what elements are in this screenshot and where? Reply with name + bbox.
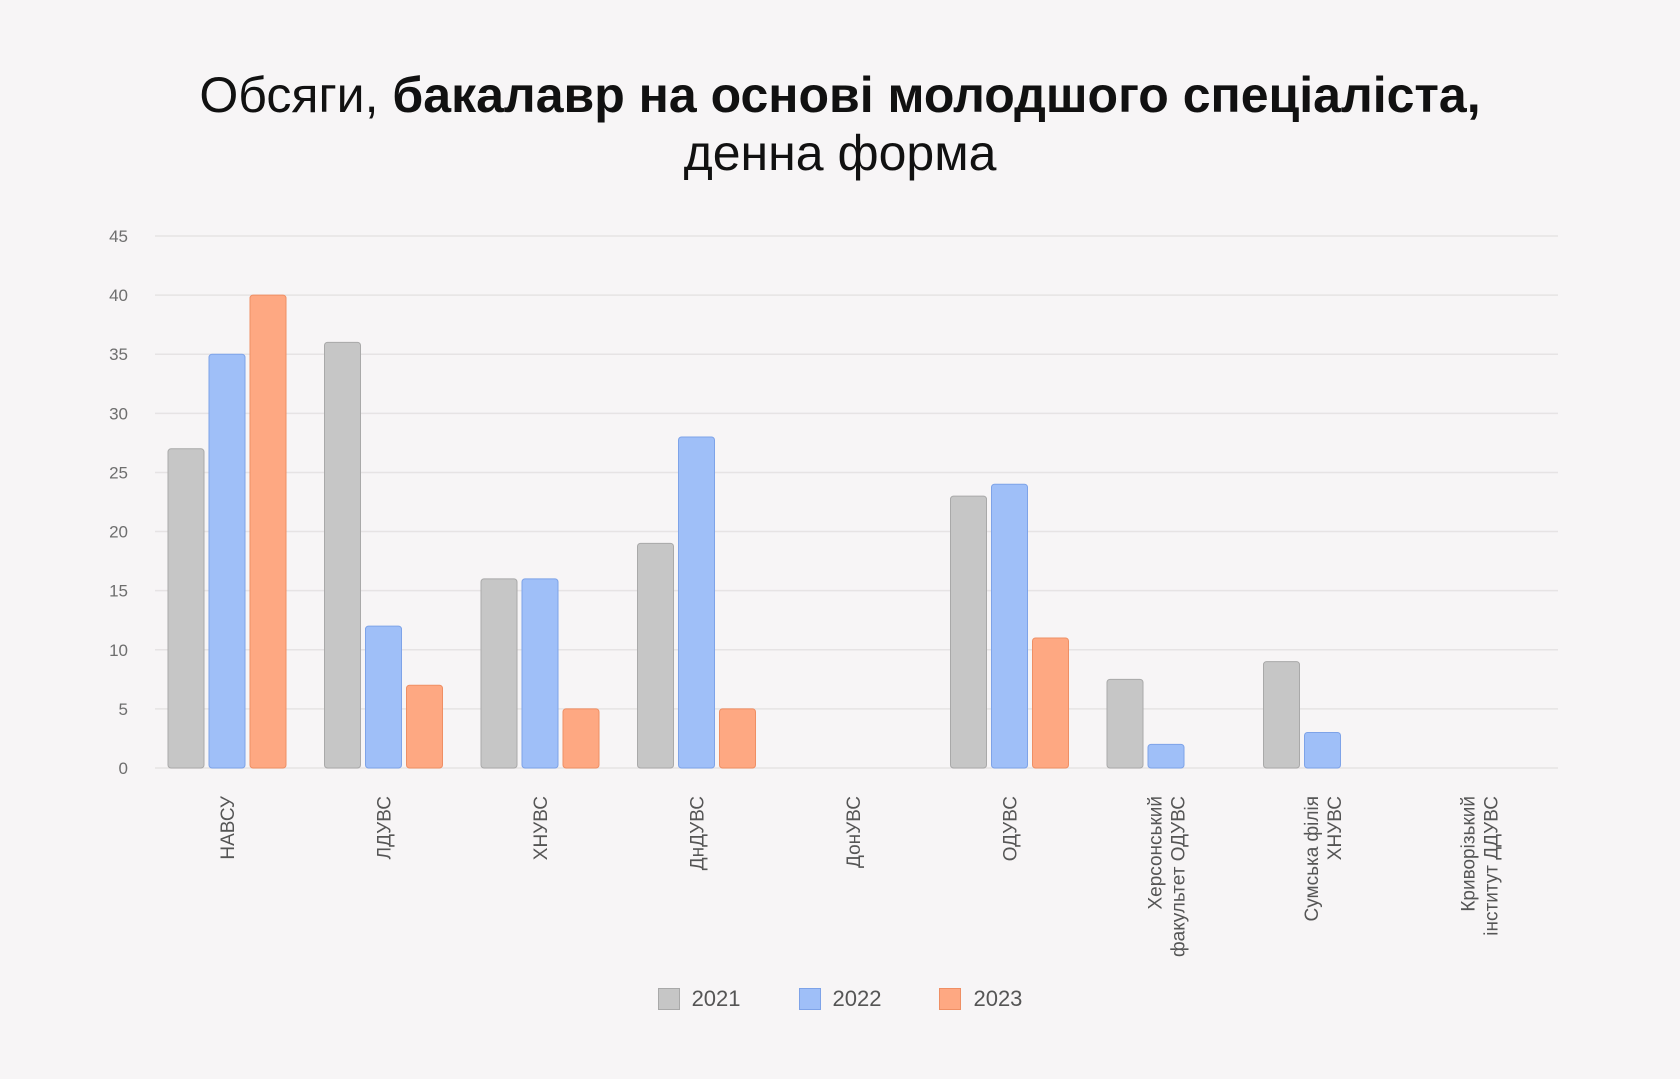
- bar-2023-3: [719, 708, 756, 769]
- x-category-label-line: ЛДУВС: [375, 796, 396, 859]
- y-tick-label: 15: [109, 582, 128, 601]
- y-tick-label: 0: [119, 759, 128, 778]
- x-category-label-line: ХНУВС: [1325, 796, 1346, 860]
- bar-2021-7: [1263, 661, 1300, 769]
- bar-2021-6: [1106, 678, 1144, 769]
- x-category-label: НАВСУ: [218, 795, 239, 860]
- bar-2023-5: [1032, 637, 1069, 769]
- chart-title-bold: бакалавр на основі молодшого спеціаліста…: [392, 67, 1481, 123]
- x-category-label: ДонУВС: [844, 796, 865, 868]
- x-category-label: ДнДУВС: [688, 796, 709, 870]
- x-category-label-line: Херсонський: [1146, 796, 1167, 910]
- x-category-label: Криворізький інститут ДДУВС: [1459, 796, 1503, 936]
- bars: [167, 294, 1341, 769]
- bar-2023-0: [249, 294, 287, 769]
- legend-label: 2023: [973, 986, 1023, 1011]
- y-axis-tick-labels: 0 5 10 15 20 25 30 35 40 45: [109, 227, 128, 778]
- bar-2022-6: [1147, 743, 1185, 769]
- legend-item-2022: 2022: [798, 986, 882, 1012]
- bar-2022-7: [1304, 732, 1341, 769]
- x-category-label-line: НАВСУ: [218, 795, 239, 860]
- x-category-label-line: інститут ДДУВС: [1482, 796, 1503, 936]
- x-category-label: ЛДУВС: [375, 796, 396, 859]
- chart-title-regular: Обсяги,: [199, 67, 393, 123]
- bar-2021-2: [480, 578, 518, 769]
- bar-2023-1: [406, 684, 443, 769]
- bar-2022-0: [208, 353, 246, 769]
- bar-2021-0: [167, 448, 205, 769]
- y-tick-label: 10: [109, 641, 128, 660]
- x-category-label: ОДУВС: [1001, 796, 1022, 861]
- legend: 2021 2022 2023: [0, 986, 1680, 1012]
- y-tick-label: 25: [109, 463, 128, 482]
- y-tick-label: 20: [109, 523, 128, 542]
- chart-title-line-2: денна форма: [683, 125, 997, 181]
- bar-2022-5: [991, 483, 1028, 769]
- y-tick-label: 40: [109, 286, 128, 305]
- bar-2021-5: [950, 495, 987, 769]
- x-category-label-line: Криворізький: [1459, 796, 1480, 912]
- x-category-label-line: ОДУВС: [1001, 796, 1022, 861]
- x-axis-category-labels: НАВСУ ЛДУВС ХНУВС ДнДУВС ДонУВС ОДУВС Херсонсь…: [218, 795, 1503, 957]
- legend-swatch: [798, 988, 821, 1010]
- y-tick-label: 45: [109, 227, 128, 246]
- legend-item-2023: 2023: [939, 986, 1022, 1012]
- x-category-label-line: ДнДУВС: [688, 796, 709, 870]
- x-category-label-line: ХНУВС: [531, 796, 552, 860]
- bar-2021-3: [637, 542, 674, 769]
- bar-2023-2: [562, 708, 600, 769]
- x-category-label: ХНУВС: [531, 796, 552, 860]
- legend-label: 2021: [691, 986, 741, 1011]
- x-category-label: Сумська філія ХНУВС: [1302, 796, 1346, 922]
- x-category-label: Херсонський факультет ОДУВС: [1146, 796, 1190, 957]
- y-tick-label: 35: [109, 345, 128, 364]
- y-tick-label: 30: [109, 404, 128, 423]
- legend-label: 2022: [832, 986, 882, 1011]
- bar-2022-2: [521, 578, 559, 769]
- x-category-label-line: Сумська філія: [1302, 796, 1323, 922]
- bar-2022-3: [678, 436, 715, 769]
- legend-swatch: [657, 988, 680, 1010]
- chart-title: Обсяги, бакалавр на основі молодшого спе…: [0, 66, 1680, 182]
- legend-item-2021: 2021: [657, 986, 741, 1012]
- bar-2022-1: [365, 625, 402, 769]
- x-category-label-line: факультет ОДУВС: [1169, 796, 1190, 957]
- x-category-label-line: ДонУВС: [844, 796, 865, 868]
- y-tick-label: 5: [119, 700, 128, 719]
- bar-2021-1: [324, 341, 361, 769]
- legend-swatch: [939, 988, 962, 1010]
- chart-title-line-1: Обсяги, бакалавр на основі молодшого спе…: [0, 66, 1680, 124]
